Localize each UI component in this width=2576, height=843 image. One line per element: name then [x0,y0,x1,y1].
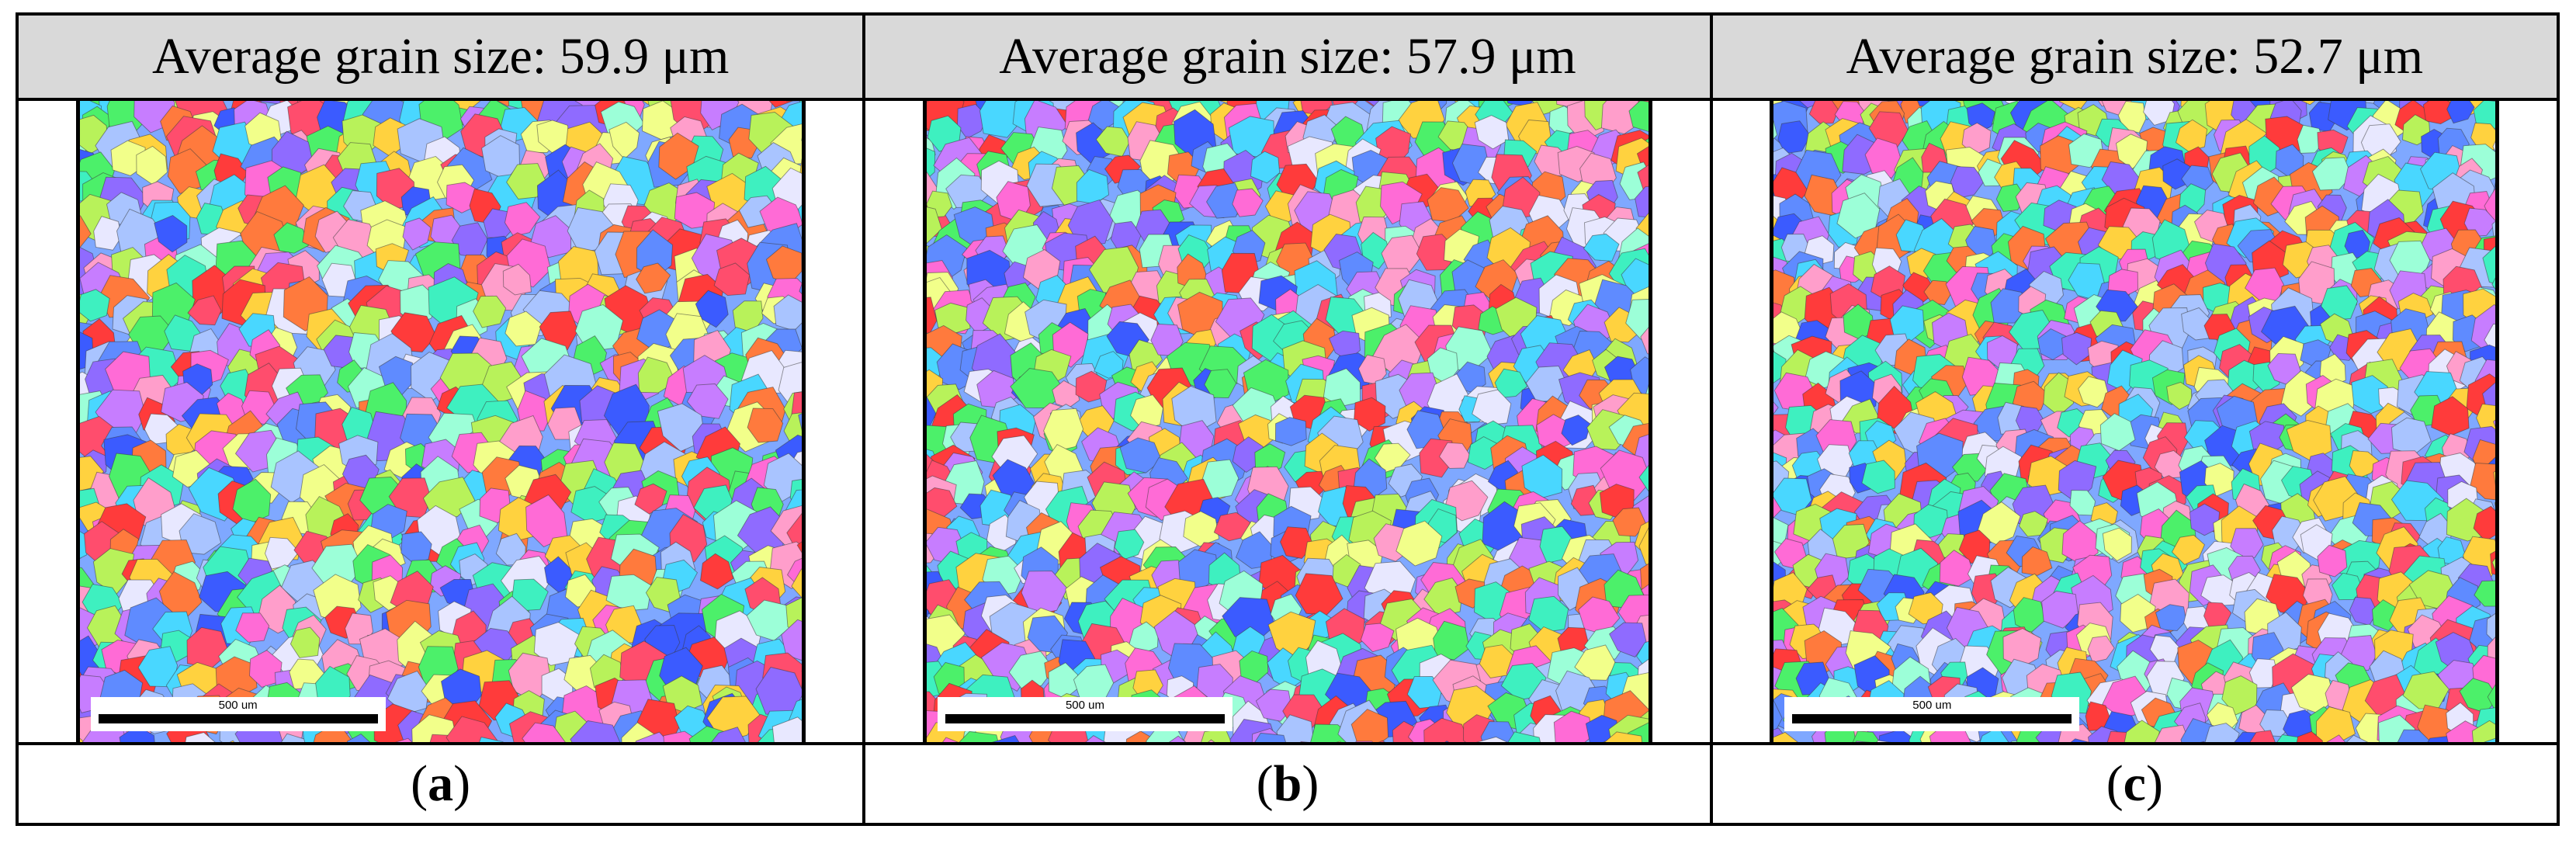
panel-a-caption-letter: a [428,755,454,812]
panel-b-ebsd-map: 500 um [922,101,1652,742]
panel-c-caption-close: ) [2145,755,2163,812]
panel-a-scale-bar: 500 um [90,697,386,731]
panel-b-caption-open: ( [1256,755,1274,812]
panel-a-caption-close: ) [453,755,471,812]
panel-c-caption: (c) [1709,742,2560,826]
image-row: 500 um 500 um 500 um [15,98,2560,745]
panel-a-image-cell: 500 um [15,98,866,745]
panel-b-caption-close: ) [1302,755,1319,812]
panel-c-caption-letter: c [2123,755,2146,812]
panel-c-scale-label: 500 um [1912,699,1952,712]
panel-a-header: Average grain size: 59.9 μm [15,12,866,101]
panel-b-grain-map [926,101,1649,742]
panel-a-caption-open: ( [411,755,428,812]
caption-row: (a) (b) (c) [15,742,2560,826]
panel-a-scale-label: 500 um [218,699,258,712]
panel-c-scale-bar: 500 um [1784,697,2080,731]
panel-c-grain-map [1773,101,2496,742]
panel-a-caption: (a) [15,742,866,826]
header-row: Average grain size: 59.9 μm Average grai… [15,12,2560,101]
panel-b-header: Average grain size: 57.9 μm [862,12,1713,101]
panel-a-scale-line [98,714,378,723]
panel-b-scale-line [945,714,1225,723]
panel-c-caption-open: ( [2106,755,2124,812]
panel-c-header: Average grain size: 52.7 μm [1709,12,2560,101]
panel-b-scale-bar: 500 um [937,697,1233,731]
panel-b-caption: (b) [862,742,1713,826]
panel-c-image-cell: 500 um [1709,98,2560,745]
panel-b-image-cell: 500 um [862,98,1713,745]
panel-a-grain-map [79,101,802,742]
panel-b-caption-letter: b [1273,755,1302,812]
figure-table: Average grain size: 59.9 μm Average grai… [15,12,2560,826]
panel-a-ebsd-map: 500 um [75,101,806,742]
panel-c-scale-line [1792,714,2072,723]
panel-c-ebsd-map: 500 um [1770,101,2500,742]
panel-b-scale-label: 500 um [1065,699,1104,712]
